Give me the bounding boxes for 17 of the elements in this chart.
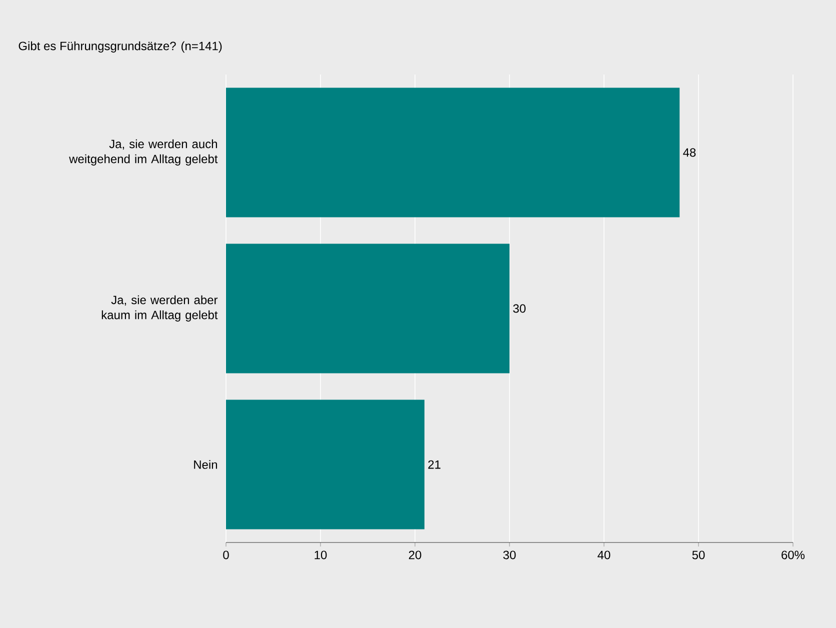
y-tick-label: Ja, sie werden auch weitgehend im Alltag gelebt — [69, 139, 218, 166]
bar — [226, 88, 680, 218]
bar — [226, 400, 424, 530]
data-label: 21 — [428, 460, 440, 469]
x-tick-label: 50 — [692, 550, 705, 560]
y-tick-label: Ja, sie werden aber kaum im Alltag gelebt — [102, 295, 218, 322]
x-tick-label: 0 — [223, 550, 229, 560]
data-label: 30 — [513, 304, 526, 313]
x-tick-label: 10 — [314, 550, 327, 560]
x-tick-label: 40 — [598, 550, 610, 560]
data-label: 48 — [683, 148, 696, 157]
bar — [226, 244, 510, 374]
x-tick-label: 30 — [503, 550, 516, 560]
x-tick-label: 60% — [782, 550, 805, 560]
x-tick-label: 20 — [408, 550, 422, 560]
y-tick-label: Nein — [194, 460, 218, 469]
text: Gibt es Führungsgrundsätze? (n=141) — [18, 41, 222, 53]
